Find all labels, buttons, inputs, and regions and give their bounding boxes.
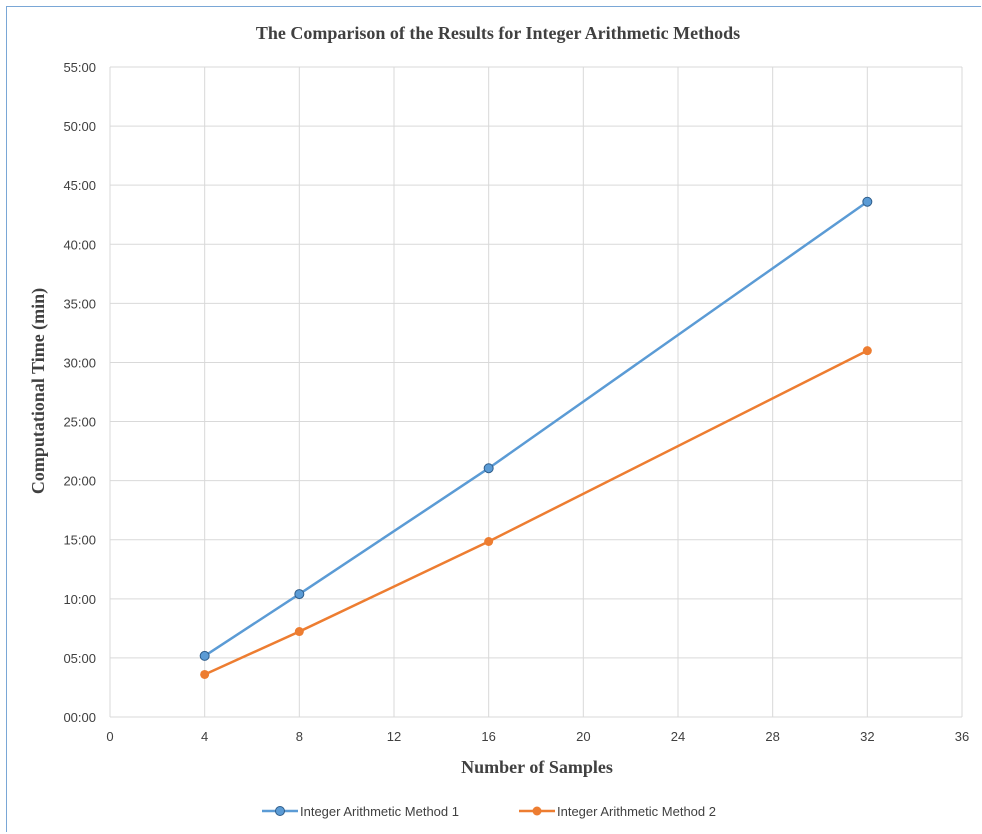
y-tick-label: 15:00: [63, 533, 96, 548]
series-layer: [199, 196, 873, 679]
y-tick-label: 35:00: [63, 296, 96, 311]
data-point-series-1: [294, 589, 305, 600]
data-point-series-2: [200, 669, 210, 679]
chart-frame: [6, 6, 981, 832]
data-point-series-2: [294, 627, 304, 637]
y-tick-label: 55:00: [63, 60, 96, 75]
y-tick-label: 05:00: [63, 651, 96, 666]
x-tick-label: 0: [106, 729, 113, 744]
y-tick-label: 30:00: [63, 355, 96, 370]
y-tick-label: 45:00: [63, 178, 96, 193]
y-tick-label: 00:00: [63, 710, 96, 725]
data-point-series-2: [862, 346, 872, 356]
y-axis-title: Computational Time (min): [28, 288, 49, 494]
series-line-2: [204, 349, 868, 676]
y-axis-ticks: 00:00 05:00 10:00 15:00 20:00 25:00 30:00 35:00…: [63, 60, 96, 725]
x-tick-label: 36: [955, 729, 969, 744]
y-tick-label: 20:00: [63, 474, 96, 489]
y-tick-label: 50:00: [63, 119, 96, 134]
data-point-series-1: [862, 196, 873, 207]
legend-swatch-marker: [532, 806, 542, 816]
x-tick-label: 28: [765, 729, 779, 744]
legend-label: Integer Arithmetic Method 2: [557, 804, 716, 819]
chart-title: The Comparison of the Results for Intege…: [256, 23, 740, 43]
y-tick-label: 40:00: [63, 237, 96, 252]
data-point-series-1: [483, 463, 494, 474]
data-point-series-1: [199, 650, 210, 661]
x-tick-label: 4: [201, 729, 208, 744]
series-line-1: [203, 200, 869, 657]
legend: Integer Arithmetic Method 1 Integer Arith…: [262, 804, 716, 819]
data-point-series-2: [484, 537, 494, 546]
x-tick-label: 20: [576, 729, 590, 744]
x-tick-label: 12: [387, 729, 401, 744]
legend-swatch-marker: [275, 806, 285, 816]
x-tick-label: 32: [860, 729, 874, 744]
x-axis-title: Number of Samples: [461, 757, 613, 777]
x-tick-label: 24: [671, 729, 685, 744]
y-tick-label: 25:00: [63, 415, 96, 430]
x-tick-label: 16: [481, 729, 495, 744]
gridlines: [109, 66, 963, 718]
legend-label: Integer Arithmetic Method 1: [300, 804, 459, 819]
x-axis-ticks: 0 4 8 12 16 20 24 28 32 36: [106, 729, 969, 744]
x-tick-label: 8: [296, 729, 303, 744]
y-tick-label: 10:00: [63, 592, 96, 607]
